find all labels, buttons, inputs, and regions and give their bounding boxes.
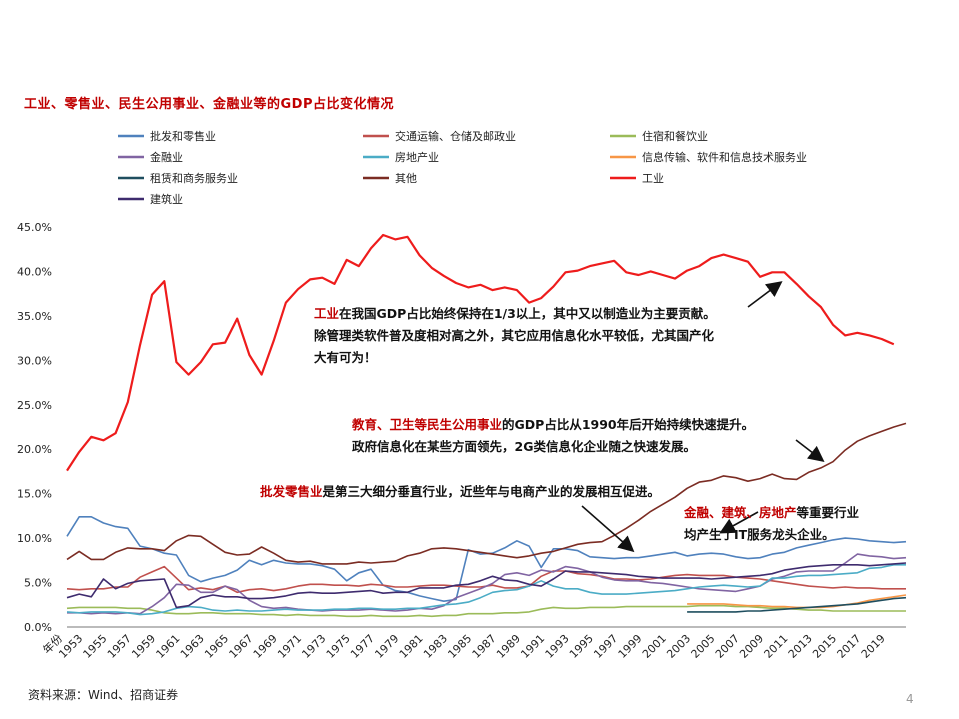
annotation-text: 等重要行业: [796, 505, 860, 520]
arrow-retail: [581, 505, 635, 553]
series-line: [66, 233, 895, 472]
series-line: [687, 596, 907, 613]
page-number: 4: [906, 692, 914, 706]
annotation-retail: 批发零售业是第三大细分垂直行业，近些年与电商产业的发展相互促进。: [260, 481, 660, 503]
x-axis: 年份19531955195719591961196319651967196919…: [40, 626, 906, 661]
arrow-finance: [719, 511, 759, 534]
legend-label: 交通运输、仓储及邮政业: [395, 130, 516, 143]
x-tick-label: 1959: [129, 632, 158, 661]
x-tick-label: 1961: [154, 632, 183, 661]
annotation-industry: 工业在我国GDP占比始终保持在1/3以上，其中又以制造业为主要贡献。 除管理类软…: [314, 303, 716, 369]
y-tick-label: 5.0%: [24, 577, 52, 590]
arrow-industry: [747, 281, 783, 308]
x-tick-label: 1995: [567, 632, 596, 661]
series-line: [66, 422, 907, 565]
x-tick-label: 1973: [299, 632, 328, 661]
y-tick-label: 25.0%: [17, 399, 52, 412]
x-tick-label: 1953: [56, 632, 85, 661]
x-tick-label: 1971: [275, 632, 304, 661]
series-line: [67, 553, 907, 615]
x-tick-label: 2019: [859, 632, 888, 661]
annotation-highlight: 工业: [314, 306, 340, 321]
y-tick-label: 0.0%: [24, 621, 52, 634]
legend-label: 租赁和商务服务业: [150, 172, 238, 185]
annotation-highlight: 金融、建筑、房地产: [684, 505, 797, 520]
y-tick-label: 10.0%: [17, 532, 52, 545]
legend-label: 房地产业: [395, 151, 439, 164]
annotation-highlight: 批发零售业: [260, 484, 323, 499]
x-tick-label: 1977: [348, 632, 377, 661]
x-tick-label: 1975: [324, 632, 353, 661]
y-tick-label: 35.0%: [17, 310, 52, 323]
x-tick-label: 2009: [737, 632, 766, 661]
x-tick-label: 2011: [762, 632, 791, 661]
legend-label: 工业: [642, 172, 664, 185]
x-tick-label: 1997: [591, 632, 620, 661]
legend-label: 批发和零售业: [150, 130, 216, 143]
series-line: [687, 594, 907, 609]
annotation-arrows: [581, 281, 825, 553]
y-tick-label: 40.0%: [17, 265, 52, 278]
x-tick-label: 2013: [786, 632, 815, 661]
x-tick-label: 1967: [227, 632, 256, 661]
arrow-public: [795, 439, 825, 462]
y-tick-label: 30.0%: [17, 354, 52, 367]
x-tick-label: 2003: [664, 632, 693, 661]
x-tick-label: 2001: [640, 632, 669, 661]
annotation-text: 均产生了IT服务龙头企业。: [684, 527, 835, 542]
x-tick-label: 1985: [445, 632, 474, 661]
x-tick-label: 1981: [397, 632, 426, 661]
annotation-text: 政府信息化在某些方面领先，2G类信息化企业随之快速发展。: [352, 439, 696, 454]
x-tick-label: 1991: [518, 632, 547, 661]
legend-label: 金融业: [150, 151, 183, 164]
legend-label: 建筑业: [150, 193, 183, 206]
x-tick-label: 1957: [105, 632, 134, 661]
x-tick-label: 2005: [689, 632, 718, 661]
annotation-text: 大有可为！: [314, 350, 377, 365]
x-tick-label: 2015: [810, 632, 839, 661]
y-tick-label: 45.0%: [17, 221, 52, 234]
series-line: [66, 564, 906, 616]
annotation-text: 在我国GDP占比始终保持在1/3以上，其中又以制造业为主要贡献。: [339, 306, 716, 321]
x-tick-label: 1955: [81, 632, 110, 661]
x-tick-label: 1999: [616, 632, 645, 661]
annotation-text: 是第三大细分垂直行业，近些年与电商产业的发展相互促进。: [322, 484, 661, 499]
x-tick-label: 2017: [834, 632, 863, 661]
x-tick-label: 1969: [251, 632, 280, 661]
x-tick-label: 1979: [372, 632, 401, 661]
annotation-public-services: 教育、卫生等民生公用事业的GDP占比从1990年后开始持续快速提升。 政府信息化…: [352, 414, 754, 458]
x-tick-label: 1993: [543, 632, 572, 661]
legend-label: 住宿和餐饮业: [642, 130, 708, 143]
chart-title: 工业、零售业、民生公用事业、金融业等的GDP占比变化情况: [24, 97, 394, 112]
y-tick-label: 20.0%: [17, 443, 52, 456]
series-line: [66, 604, 906, 618]
legend-label: 信息传输、软件和信息技术服务业: [642, 151, 807, 164]
source-note: 资料来源：Wind、招商证券: [28, 688, 179, 702]
annotation-text: 的GDP占比从1990年后开始持续快速提升。: [502, 417, 755, 432]
series-lines: [66, 233, 907, 618]
x-tick-label: 1965: [202, 632, 231, 661]
series-line: [66, 562, 907, 609]
y-tick-label: 15.0%: [17, 488, 52, 501]
legend-label: 其他: [395, 172, 417, 185]
x-tick-label: 1983: [421, 632, 450, 661]
annotation-finance: 金融、建筑、房地产等重要行业 均产生了IT服务龙头企业。: [684, 502, 859, 546]
x-tick-label: 2007: [713, 632, 742, 661]
annotation-highlight: 教育、卫生等民生公用事业: [352, 417, 503, 432]
y-axis: 0.0% 5.0% 10.0% 15.0% 20.0% 25.0% 30.0% 35.0% 40…: [17, 221, 52, 634]
x-tick-label: 1987: [470, 632, 499, 661]
x-tick-label: 1963: [178, 632, 207, 661]
x-tick-label: 1989: [494, 632, 523, 661]
annotation-text: 除管理类软件普及度相对高之外，其它应用信息化水平较低，尤其国产化: [314, 328, 715, 343]
